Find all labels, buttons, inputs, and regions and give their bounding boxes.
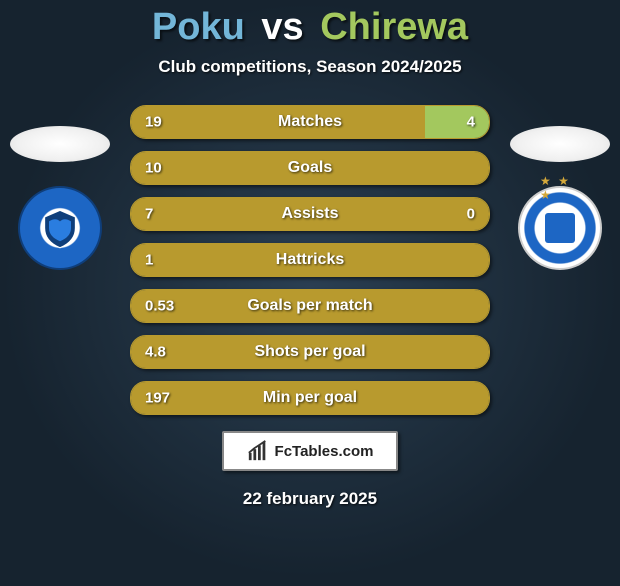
stat-value-left: 1 xyxy=(145,252,153,269)
player2-name: Chirewa xyxy=(320,6,468,48)
brand-text: FcTables.com xyxy=(275,443,374,460)
stat-value-left: 197 xyxy=(145,390,170,407)
stat-value-left: 7 xyxy=(145,206,153,223)
stat-label: Hattricks xyxy=(276,251,344,269)
stat-row: 197 Min per goal xyxy=(130,381,490,415)
vs-text: vs xyxy=(261,6,303,48)
stat-row: 7 Assists 0 xyxy=(130,197,490,231)
crest-inner-icon xyxy=(545,213,575,243)
fill-right xyxy=(425,106,489,138)
stat-row: 0.53 Goals per match xyxy=(130,289,490,323)
stat-label: Shots per goal xyxy=(254,343,365,361)
stat-label: Assists xyxy=(282,205,339,223)
stat-value-left: 19 xyxy=(145,114,162,131)
subtitle: Club competitions, Season 2024/2025 xyxy=(0,57,620,77)
stat-label: Goals xyxy=(288,159,332,177)
stat-label: Min per goal xyxy=(263,389,357,407)
comparison-title: Poku vs Chirewa xyxy=(0,6,620,49)
player1-name: Poku xyxy=(152,6,245,48)
badge-oval-left xyxy=(10,126,110,162)
stat-row: 10 Goals xyxy=(130,151,490,185)
shield-icon xyxy=(38,206,82,250)
chart-icon xyxy=(247,440,269,462)
brand-badge: FcTables.com xyxy=(222,431,398,471)
stat-value-left: 4.8 xyxy=(145,344,166,361)
badge-oval-right xyxy=(510,126,610,162)
stat-value-right: 0 xyxy=(467,206,475,223)
stars-icon: ★ ★ ★ xyxy=(540,174,580,202)
stat-label: Goals per match xyxy=(247,297,372,315)
stat-row: 19 Matches 4 xyxy=(130,105,490,139)
stat-row: 1 Hattricks xyxy=(130,243,490,277)
club-crest-right: ★ ★ ★ xyxy=(518,186,602,270)
stat-value-left: 10 xyxy=(145,160,162,177)
stats-rows: 19 Matches 4 10 Goals 7 Assists 0 1 Hattricks 0.53… xyxy=(130,105,490,415)
stat-value-right: 4 xyxy=(467,114,475,131)
stat-value-left: 0.53 xyxy=(145,298,174,315)
date-label: 22 february 2025 xyxy=(0,489,620,509)
stat-label: Matches xyxy=(278,113,342,131)
club-crest-left xyxy=(18,186,102,270)
stat-row: 4.8 Shots per goal xyxy=(130,335,490,369)
